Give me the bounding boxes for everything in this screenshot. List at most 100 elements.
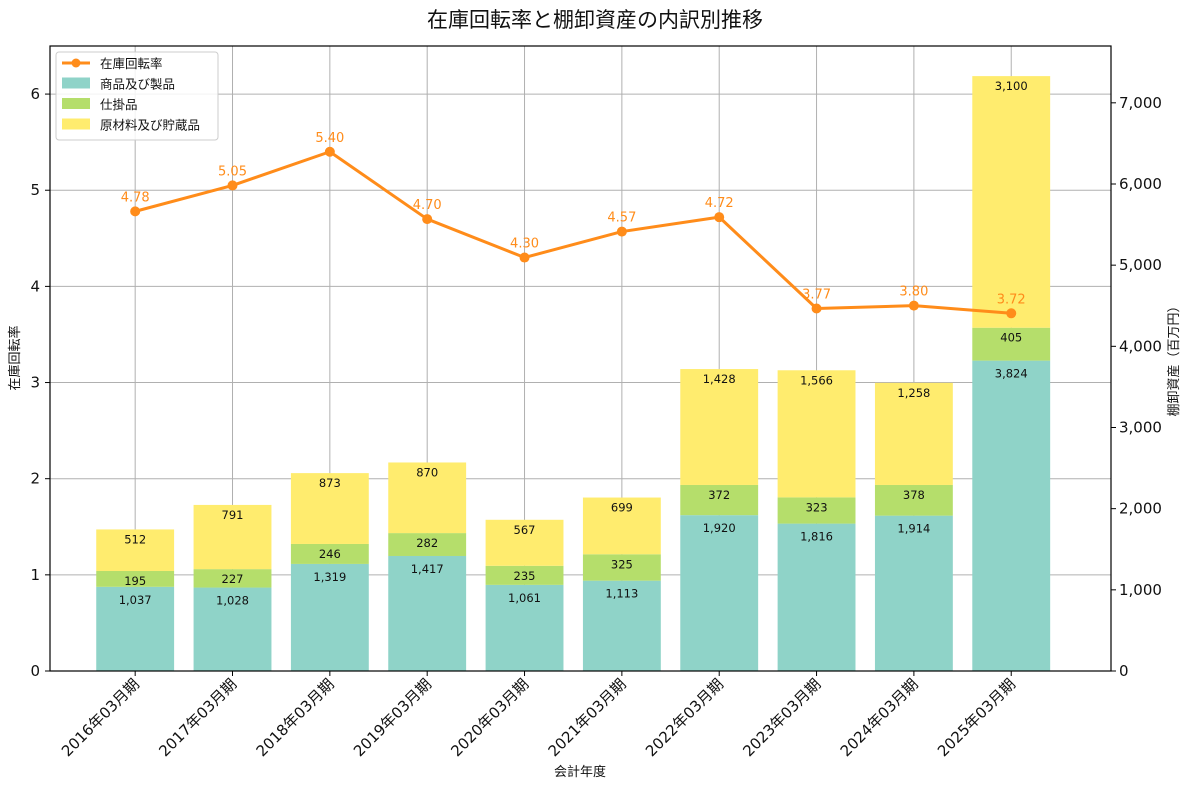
axes [45,45,1116,676]
bar-value-label: 1,113 [605,587,638,601]
bar-segment [485,519,564,566]
bar-segment [388,555,467,671]
bar-value-label: 1,258 [897,386,930,400]
bar-segment [680,515,759,671]
legend-label: 商品及び製品 [100,77,175,92]
bar-value-label: 372 [708,488,730,502]
y-axis-right-label: 棚卸資産（百万円） [1166,299,1182,416]
y-left-tick-label: 5 [30,181,40,199]
y-right-tick-label: 4,000 [1119,337,1162,355]
bar-value-label: 3,824 [995,367,1028,381]
bar-value-label: 1,319 [313,570,346,584]
bar-value-label: 791 [222,508,244,522]
legend-label: 仕掛品 [100,97,138,112]
x-tick-label: 2025年03月期 [934,675,1019,760]
legend-swatch [62,98,90,109]
bar-value-label: 282 [416,536,438,550]
bar-value-label: 512 [124,532,146,546]
bar-value-label: 1,061 [508,591,541,605]
turnover-point [908,300,919,311]
x-tick-label: 2017年03月期 [155,675,240,760]
turnover-value-label: 5.40 [315,131,344,146]
bar-segment [972,327,1051,361]
turnover-value-label: 4.72 [705,196,734,211]
bar-segment [582,580,661,671]
bar-segment [96,571,175,587]
y-left-tick-label: 4 [30,277,40,295]
y-left-tick-label: 3 [30,374,40,392]
bar-segment [582,497,661,555]
turnover-value-label: 3.77 [802,288,831,303]
turnover-point [714,212,725,223]
turnover-point [1006,308,1017,319]
legend-label: 在庫回転率 [100,56,163,71]
turnover-point [519,252,530,263]
bar-segment [972,360,1051,671]
bar-segment [777,523,856,671]
bars [96,76,1051,671]
turnover-line-path [134,150,1012,315]
turnover-line: 4.78 5.05 5.40 4.70 4.30 4.57 4.72 3.77 3.80 3.72 [121,131,1026,319]
y-right-tick-label: 3,000 [1119,418,1162,436]
bar-value-label: 870 [416,465,438,479]
turnover-value-label: 4.78 [121,190,150,205]
x-tick-label: 2016年03月期 [58,675,143,760]
legend-swatch [62,118,90,130]
turnover-point [227,180,238,191]
bar-value-label: 699 [611,501,633,515]
y-left-tick-label: 1 [30,566,40,584]
legend-line-marker [71,58,81,68]
bar-segment [485,584,564,671]
legend-swatch [62,77,90,89]
bar-segment [193,504,272,570]
turnover-point [324,146,335,157]
y-right-tick-label: 7,000 [1119,94,1162,112]
bar-segment [388,533,467,556]
bar-value-label: 1,037 [119,593,152,607]
bar-value-label: 1,566 [800,373,833,387]
bar-value-label: 235 [514,569,536,583]
bar-value-label: 246 [319,547,341,561]
bar-segment [193,587,272,671]
bar-segment [290,473,369,544]
bar-segment [777,497,856,524]
turnover-value-label: 3.72 [997,292,1026,307]
x-tick-label: 2020年03月期 [447,675,532,760]
x-tick-label: 2023年03月期 [739,675,824,760]
x-tick-label: 2022年03月期 [642,675,727,760]
bar-segment [874,484,953,516]
turnover-point [130,206,141,217]
bar-segment [290,563,369,671]
turnover-value-label: 5.05 [218,164,247,179]
bar-value-label: 1,028 [216,594,249,608]
bar-segment [874,382,953,485]
turnover-value-label: 3.80 [899,285,928,300]
bar-value-label: 3,100 [995,79,1028,93]
x-tick-label: 2019年03月期 [350,675,435,760]
chart-title: 在庫回転率と棚卸資産の内訳別推移 [427,8,763,32]
bar-value-label: 1,816 [800,530,833,544]
bar-segment [485,565,564,585]
bar-value-label: 378 [903,488,925,502]
x-tick-label: 2024年03月期 [837,675,922,760]
y-right-tick-label: 5,000 [1119,256,1162,274]
y-right-tick-label: 2,000 [1119,500,1162,518]
turnover-point [422,214,433,225]
bar-value-label: 1,920 [703,521,736,535]
legend-box [55,51,219,141]
plot-frame [49,45,1112,672]
x-axis-label: 会計年度 [554,764,606,780]
y-right-tick-label: 0 [1119,662,1129,680]
bar-value-label: 567 [514,523,536,537]
bar-value-label: 227 [222,572,244,586]
bar-value-label: 325 [611,557,633,571]
bar-segment [96,586,175,671]
bar-segment [874,515,953,671]
bar-labels: 1,037 195 512 1,028 227 791 1,319 246 873 1,417 28… [119,79,1028,607]
y-axis-left-label: 在庫回転率 [7,325,23,390]
bar-segment [582,554,661,581]
turnover-point [811,303,822,314]
turnover-point [616,226,627,237]
